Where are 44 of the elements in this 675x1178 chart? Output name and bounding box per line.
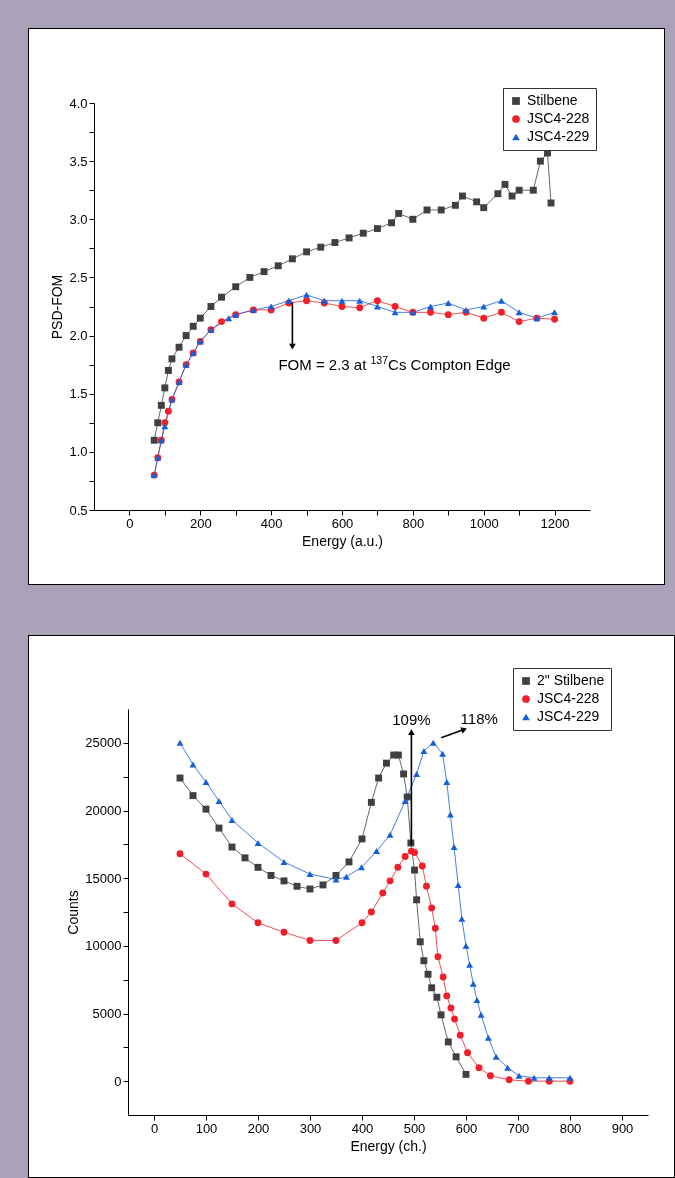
y-tick-label: 2.0 [69,328,88,344]
x-tick-label: 900 [611,1120,634,1136]
x-tick-label: 100 [195,1120,218,1136]
y-tick-label: 4.0 [69,95,88,111]
y-tick-label: 0 [114,1073,122,1089]
annotation: 109% [392,711,431,729]
x-tick-label: 200 [189,515,212,531]
legend-label: JSC4-228 [537,690,600,706]
x-tick-label: 600 [455,1120,478,1136]
y-tick-label: 2.5 [69,269,88,285]
x-tick-label: 500 [403,1120,426,1136]
y-tick-label: 25000 [85,735,122,751]
x-tick-label: 800 [559,1120,582,1136]
x-tick-label: 600 [331,515,354,531]
annotation: FOM = 2.3 at $^{137}$Cs Compton Edge [278,353,511,373]
x-axis-title: Energy (ch.) [350,1137,427,1154]
x-tick-label: 0 [150,1120,159,1136]
y-tick-label: 0.5 [69,502,88,518]
x-tick-label: 800 [402,515,425,531]
y-tick-label: 1.0 [69,444,88,460]
x-tick-label: 400 [260,515,283,531]
legend-label: 2" Stilbene [537,672,605,688]
x-tick-label: 1000 [469,515,499,531]
x-tick-label: 200 [247,1120,270,1136]
x-tick-label: 400 [351,1120,374,1136]
y-tick-label: 5000 [92,1006,122,1021]
x-tick-label: 700 [507,1120,530,1136]
y-tick-label: 3.5 [69,153,88,169]
y-tick-label: 3.0 [69,211,88,227]
x-tick-label: 300 [299,1120,322,1136]
y-tick-label: 15000 [85,870,122,886]
x-axis-title: Energy (a.u.) [302,532,383,549]
y-tick-label: 20000 [85,803,122,818]
y-axis-title: PSD-FOM [49,274,66,340]
y-axis-title: Counts [65,890,82,935]
x-tick-label: 0 [126,515,134,531]
y-tick-label: 1.5 [69,386,88,402]
annotation: 118% [460,709,498,727]
legend-label: JSC4-229 [537,708,600,724]
y-tick-label: 10000 [85,938,122,954]
legend-label: JSC4-228 [527,110,590,126]
legend-label: Stilbene [527,92,578,108]
legend-label: JSC4-229 [527,128,590,144]
x-tick-label: 1200 [540,515,570,531]
